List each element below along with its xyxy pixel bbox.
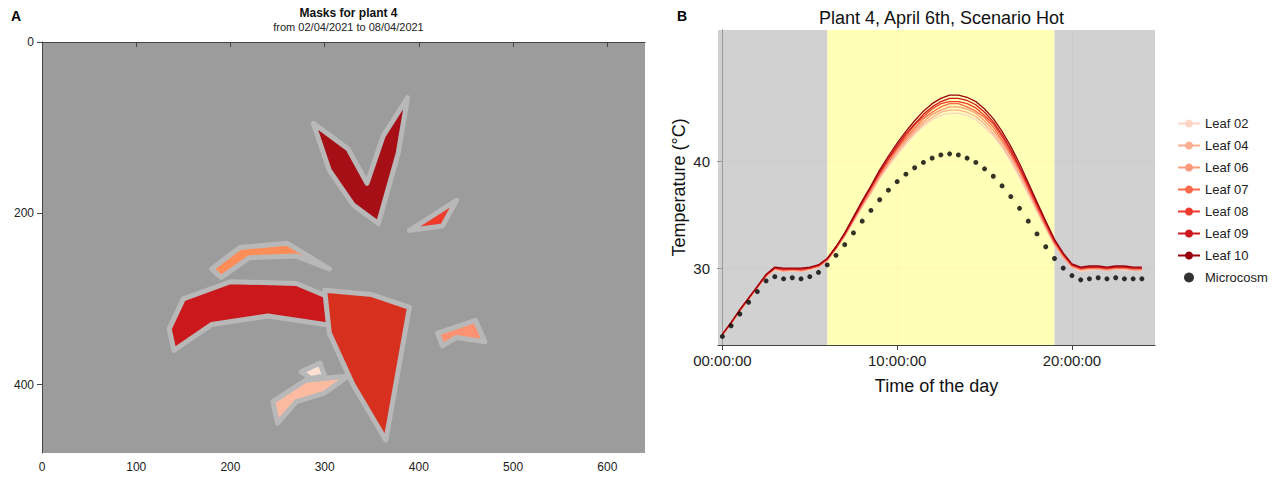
- svg-text:20:00:00: 20:00:00: [1043, 352, 1101, 369]
- svg-text:Leaf 10: Leaf 10: [1205, 248, 1248, 263]
- svg-text:Leaf 06: Leaf 06: [1205, 160, 1248, 175]
- svg-text:Masks for plant 4: Masks for plant 4: [299, 6, 397, 20]
- svg-text:600: 600: [597, 460, 617, 474]
- svg-text:00:00:00: 00:00:00: [693, 352, 751, 369]
- svg-text:300: 300: [315, 460, 335, 474]
- svg-text:B: B: [677, 8, 687, 24]
- svg-text:10:00:00: 10:00:00: [868, 352, 926, 369]
- svg-text:Leaf 09: Leaf 09: [1205, 226, 1248, 241]
- svg-text:Microcosm: Microcosm: [1205, 270, 1268, 285]
- svg-text:A: A: [11, 8, 21, 24]
- svg-text:200: 200: [14, 206, 34, 220]
- svg-text:Plant 4, April 6th, Scenario H: Plant 4, April 6th, Scenario Hot: [819, 8, 1064, 28]
- svg-text:Time of the day: Time of the day: [875, 376, 998, 396]
- svg-text:from 02/04/2021 to 08/04/2021: from 02/04/2021 to 08/04/2021: [273, 21, 423, 33]
- svg-text:0: 0: [27, 35, 34, 49]
- svg-text:400: 400: [409, 460, 429, 474]
- svg-text:Leaf 04: Leaf 04: [1205, 138, 1248, 153]
- svg-text:Leaf 07: Leaf 07: [1205, 182, 1248, 197]
- svg-text:Leaf 02: Leaf 02: [1205, 116, 1248, 131]
- svg-text:40: 40: [693, 153, 710, 170]
- svg-text:400: 400: [14, 378, 34, 392]
- svg-text:200: 200: [220, 460, 240, 474]
- svg-text:0: 0: [39, 460, 46, 474]
- svg-text:Leaf 08: Leaf 08: [1205, 204, 1248, 219]
- svg-text:100: 100: [126, 460, 146, 474]
- svg-text:Temperature (°C): Temperature (°C): [669, 118, 689, 256]
- svg-text:500: 500: [503, 460, 523, 474]
- svg-text:30: 30: [693, 260, 710, 277]
